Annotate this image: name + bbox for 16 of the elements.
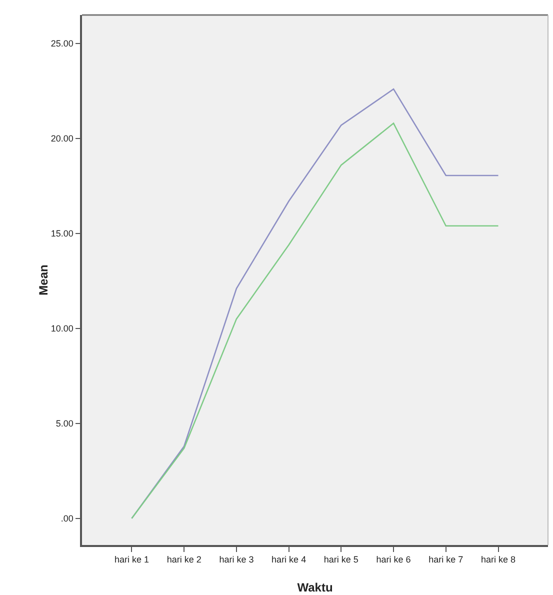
x-axis-title: Waktu — [297, 580, 333, 594]
y-tick-label: 15.00 — [50, 228, 74, 239]
y-tick-label: 10.00 — [50, 324, 74, 334]
x-tick-label: hari ke 4 — [272, 554, 306, 565]
x-tick-label: hari ke 2 — [166, 554, 202, 565]
x-tick-label: hari ke 8 — [480, 554, 516, 565]
x-tick-label: hari ke 3 — [219, 554, 254, 565]
x-tick-label: hari ke 5 — [324, 554, 358, 565]
y-axis-title: Mean — [36, 264, 50, 296]
y-tick-label: 25.00 — [50, 38, 74, 49]
x-tick-label: hari ke 7 — [428, 554, 464, 565]
x-tick-label: hari ke 6 — [376, 554, 411, 565]
y-tick-label: 5.00 — [56, 418, 74, 429]
x-tick-label: hari ke 1 — [114, 554, 150, 565]
y-tick-label: 20.00 — [50, 134, 74, 144]
y-tick-label: .00 — [60, 514, 74, 524]
